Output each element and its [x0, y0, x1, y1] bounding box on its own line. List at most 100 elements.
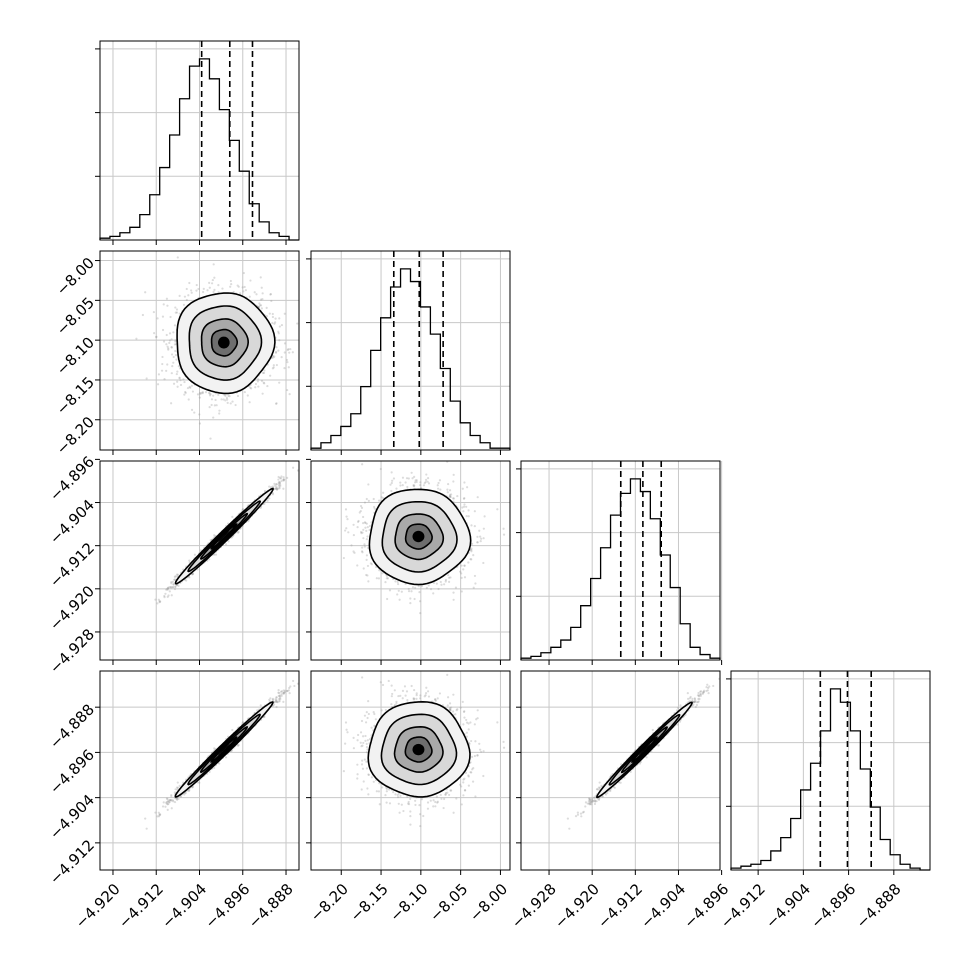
scatter-point [208, 394, 212, 397]
scatter-point [361, 735, 365, 738]
scatter-point [346, 731, 349, 734]
scatter-point [256, 380, 259, 383]
scatter-point [693, 697, 696, 700]
scatter-point [463, 496, 466, 500]
scatter-point [170, 353, 174, 356]
scatter-point [165, 343, 168, 346]
scatter-point [370, 563, 373, 566]
scatter-point [360, 719, 364, 723]
scatter-point [224, 756, 228, 759]
scatter-point [272, 366, 275, 369]
panel-frame [310, 250, 511, 451]
scatter-point [171, 580, 174, 583]
scatter-point [366, 787, 369, 790]
scatter-point [460, 803, 463, 806]
scatter-point [590, 803, 593, 806]
scatter-point [279, 484, 282, 487]
scatter-point [415, 692, 418, 695]
scatter-point [213, 747, 216, 750]
scatter-point [262, 381, 265, 384]
scatter-point [587, 797, 591, 800]
scatter-point [594, 800, 597, 803]
scatter-point [223, 394, 226, 397]
scatter-point [172, 361, 175, 364]
scatter-point [689, 695, 692, 699]
scatter-point [165, 801, 168, 804]
scatter-point [400, 590, 403, 593]
scatter-point [467, 774, 470, 777]
scatter-point [418, 804, 421, 807]
scatter-point [463, 503, 466, 506]
scatter-point [483, 515, 486, 518]
scatter-point [461, 487, 464, 490]
scatter-point [459, 706, 462, 709]
scatter-point [191, 573, 194, 576]
scatter-point [275, 487, 278, 490]
scatter-point [283, 342, 287, 345]
scatter-point [463, 438, 465, 440]
scatter-point [449, 709, 452, 712]
scatter-point [359, 504, 363, 508]
scatter-point [271, 697, 275, 700]
scatter-point [279, 696, 282, 699]
scatter-point [322, 655, 324, 657]
scatter-point [394, 580, 397, 583]
scatter-point [496, 721, 499, 724]
scatter-point [436, 484, 439, 487]
scatter-point [440, 583, 443, 586]
density-peak [412, 743, 425, 756]
scatter-point [361, 546, 364, 549]
scatter-point [174, 306, 177, 309]
scatter-point [407, 802, 410, 805]
scatter-point [472, 767, 475, 770]
scatter-point [259, 298, 263, 301]
scatter-point [502, 746, 506, 749]
scatter-point [229, 279, 232, 283]
scatter-point [277, 483, 280, 486]
scatter-point [179, 383, 183, 387]
scatter-point [412, 697, 415, 700]
scatter-point [356, 773, 359, 776]
scatter-point [271, 321, 274, 325]
scatter-point [360, 550, 364, 553]
scatter-point [164, 805, 167, 808]
scatter-point [293, 684, 296, 688]
scatter-point [278, 480, 281, 483]
scatter-point [213, 534, 216, 537]
scatter-point [365, 558, 368, 561]
scatter-point [432, 799, 435, 802]
density-contour [187, 713, 261, 786]
panel-frame [520, 670, 721, 871]
scatter-point [287, 689, 290, 692]
scatter-point [589, 799, 592, 802]
scatter-point [208, 770, 211, 773]
scatter-point [168, 798, 172, 802]
scatter-point [368, 737, 372, 741]
scatter-point [476, 709, 479, 712]
scatter-point [158, 600, 161, 603]
scatter-point [427, 482, 431, 485]
scatter-point [282, 487, 285, 490]
scatter-point [165, 797, 169, 800]
scatter-point [589, 802, 592, 806]
density-contour [210, 523, 238, 550]
scatter-point [352, 533, 355, 537]
scatter-point [364, 734, 367, 738]
scatter-point [279, 690, 283, 693]
scatter-point [166, 803, 169, 806]
scatter-point [407, 590, 411, 593]
scatter-point [278, 325, 281, 328]
scatter-point [449, 708, 452, 711]
scatter-point [365, 746, 369, 749]
scatter-point [462, 497, 466, 500]
scatter-point [405, 477, 409, 480]
scatter-point [210, 403, 213, 407]
scatter-point [263, 502, 266, 506]
scatter-point [344, 508, 348, 511]
scatter-point [273, 322, 276, 325]
scatter-point [277, 694, 280, 698]
scatter-point [691, 697, 694, 700]
scatter-point [227, 540, 230, 543]
scatter-point [469, 558, 472, 561]
scatter-point [448, 706, 452, 710]
